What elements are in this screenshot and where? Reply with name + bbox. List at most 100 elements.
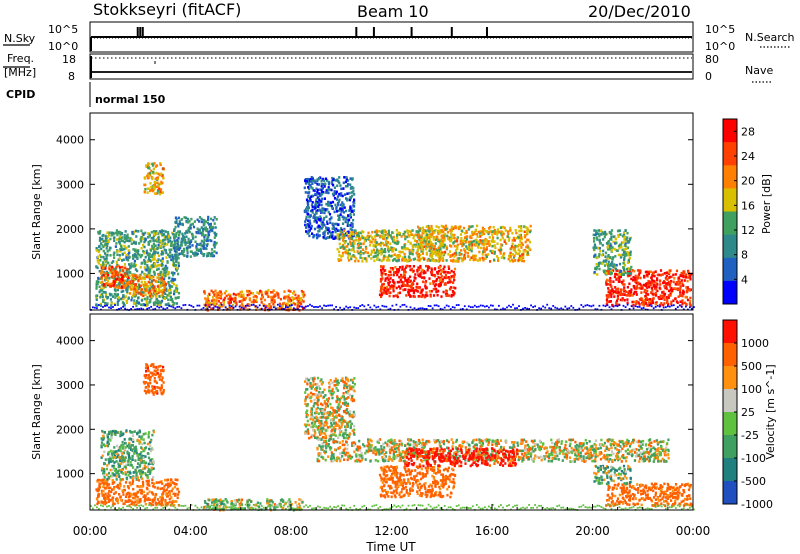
heatmap-cell (382, 291, 385, 295)
heatmap-cell (214, 243, 217, 246)
heatmap-cell (357, 259, 360, 263)
heatmap-cell (125, 301, 128, 304)
heatmap-cell (670, 300, 673, 304)
heatmap-cell (189, 250, 192, 253)
heatmap-cell (391, 231, 394, 234)
heatmap-cell (149, 188, 153, 192)
heatmap-cell (357, 237, 361, 240)
heatmap-cell (407, 293, 411, 296)
heatmap-cell (614, 267, 617, 271)
heatmap-cell (193, 254, 196, 257)
heatmap-cell (674, 287, 677, 290)
heatmap-cell (617, 244, 621, 248)
heatmap-cell (126, 254, 129, 257)
heatmap-cell (200, 226, 203, 229)
heatmap-cell (338, 229, 341, 232)
heatmap-cell (408, 230, 411, 233)
heatmap-cell (352, 245, 355, 249)
heatmap-cell (628, 272, 631, 275)
heatmap-cell (113, 256, 116, 259)
heatmap-cell (622, 268, 626, 271)
heatmap-cell (368, 244, 372, 247)
heatmap-cell (132, 241, 135, 245)
heatmap-cell (163, 297, 166, 300)
heatmap-cell (219, 305, 222, 309)
heatmap-cell (159, 263, 162, 267)
heatmap-cell (441, 241, 445, 245)
heatmap-cell (410, 289, 413, 292)
heatmap-cell (136, 485, 139, 488)
heatmap-cell (432, 287, 435, 291)
heatmap-cell (681, 299, 684, 302)
heatmap-cell (240, 290, 243, 293)
heatmap-cell (471, 240, 474, 244)
heatmap-cell (151, 162, 154, 166)
heatmap-cell (112, 272, 115, 276)
heatmap-cell (588, 304, 591, 307)
heatmap-cell (167, 233, 170, 236)
heatmap-cell (157, 300, 160, 304)
heatmap-cell (132, 286, 135, 289)
heatmap-cell (443, 250, 447, 254)
heatmap-cell (594, 267, 597, 270)
heatmap-cell (160, 191, 163, 194)
heatmap-cell (323, 185, 326, 188)
heatmap-cell (123, 279, 126, 283)
heatmap-cell (170, 478, 173, 482)
heatmap-cell (493, 229, 496, 232)
heatmap-cell (175, 269, 178, 272)
heatmap-cell (614, 272, 617, 276)
heatmap-cell (456, 238, 459, 241)
heatmap-cell (646, 304, 649, 307)
heatmap-cell (649, 270, 652, 274)
heatmap-cell (430, 267, 433, 270)
heatmap-cell (267, 304, 270, 308)
heatmap-cell (347, 224, 350, 227)
heatmap-cell (331, 227, 334, 230)
heatmap-cell (393, 241, 396, 245)
heatmap-cell (417, 231, 420, 234)
heatmap-cell (355, 235, 358, 239)
heatmap-cell (122, 302, 125, 305)
heatmap-cell (452, 286, 455, 289)
heatmap-cell (360, 236, 363, 240)
heatmap-cell (168, 239, 171, 243)
heatmap-cell (229, 301, 232, 304)
heatmap-cell (518, 225, 521, 229)
heatmap-cell (614, 304, 617, 307)
heatmap-cell (501, 225, 505, 229)
heatmap-cell (159, 190, 162, 193)
heatmap-cell (321, 197, 324, 201)
heatmap-cell (352, 233, 355, 236)
heatmap-cell (98, 304, 100, 306)
heatmap-cell (104, 301, 107, 305)
heatmap-cell (552, 305, 555, 307)
heatmap-cell (138, 291, 141, 295)
heatmap-cell (162, 488, 165, 491)
heatmap-cell (106, 261, 110, 265)
heatmap-cell (125, 258, 128, 261)
heatmap-cell (613, 264, 616, 267)
heatmap-cell (323, 216, 326, 220)
heatmap-cell (278, 305, 281, 308)
heatmap-cell (123, 282, 126, 286)
heatmap-cell (381, 292, 384, 295)
heatmap-cell (156, 251, 160, 255)
heatmap-cell (437, 259, 440, 263)
heatmap-cell (328, 181, 331, 185)
heatmap-cell (320, 227, 323, 230)
heatmap-cell (293, 297, 296, 300)
heatmap-cell (385, 237, 388, 240)
heatmap-cell (118, 242, 122, 245)
heatmap-cell (517, 258, 520, 262)
heatmap-cell (429, 235, 432, 239)
heatmap-cell (629, 267, 632, 271)
heatmap-cell (295, 296, 298, 300)
heatmap-cell (679, 274, 682, 278)
heatmap-cell (331, 176, 334, 180)
heatmap-cell (150, 491, 154, 494)
heatmap-cell (607, 269, 610, 272)
heatmap-cell (526, 307, 528, 310)
heatmap-cell (408, 288, 411, 292)
heatmap-cell (213, 304, 216, 307)
